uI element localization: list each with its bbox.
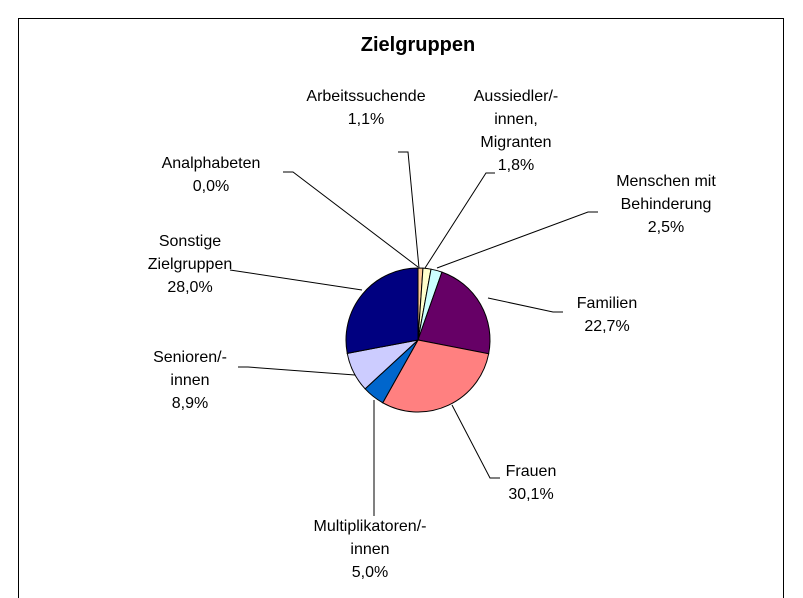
category-label: Frauen <box>505 463 557 480</box>
pie-slice <box>417 271 491 355</box>
slice-label: Analphabeten 0,0% <box>141 152 281 198</box>
value-label: 1,8% <box>497 157 535 174</box>
value-label: 8,9% <box>171 395 209 412</box>
value-label: 0,0% <box>192 178 230 195</box>
category-label: Menschen mit Behinderung <box>616 173 716 213</box>
category-label: Senioren/-innen <box>153 349 227 389</box>
leader-line <box>424 172 495 269</box>
leader-line <box>451 404 500 479</box>
slice-label: Sonstige Zielgruppen 28,0% <box>135 230 245 299</box>
slice-label: Arbeitssuchende 1,1% <box>296 85 436 131</box>
category-label: Familien <box>576 295 638 312</box>
value-label: 5,0% <box>351 564 389 581</box>
leader-line <box>436 211 598 269</box>
category-label: Sonstige Zielgruppen <box>147 233 233 273</box>
pie <box>345 267 491 413</box>
category-label: Multiplikatoren/-innen <box>313 518 427 558</box>
value-label: 30,1% <box>508 486 554 503</box>
leader-line <box>229 269 363 291</box>
slice-label: Frauen 30,1% <box>471 460 591 506</box>
slice-label: Familien 22,7% <box>547 292 667 338</box>
leader-line <box>283 171 419 268</box>
pie-slice <box>382 339 490 413</box>
slice-label: Aussiedler/-innen, Migranten 1,8% <box>466 85 566 177</box>
chart-frame <box>18 18 784 598</box>
chart-title: Zielgruppen <box>360 34 476 56</box>
pie-slice <box>345 267 419 354</box>
category-label: Arbeitssuchende <box>306 88 426 105</box>
value-label: 2,5% <box>647 219 685 236</box>
leader-line <box>487 297 563 313</box>
value-label: 28,0% <box>167 279 213 296</box>
value-label: 22,7% <box>584 318 630 335</box>
leader-line <box>238 366 356 376</box>
category-label: Analphabeten <box>161 155 261 172</box>
slice-label: Multiplikatoren/-innen 5,0% <box>300 515 440 584</box>
category-label: Aussiedler/-innen, Migranten <box>473 88 559 151</box>
leader-line <box>398 151 420 269</box>
slice-label: Senioren/-innen 8,9% <box>145 346 235 415</box>
value-label: 1,1% <box>347 111 385 128</box>
slice-label: Menschen mit Behinderung 2,5% <box>596 170 736 239</box>
